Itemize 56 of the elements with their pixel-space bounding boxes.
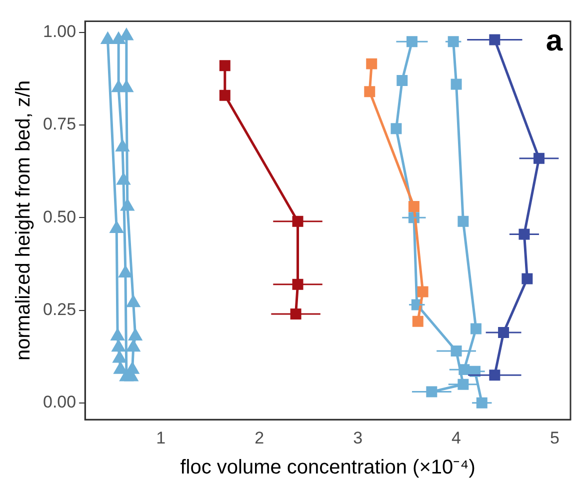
point [110,221,124,233]
point [112,80,126,92]
annotation: a [546,24,563,58]
point [458,216,469,227]
y-tick-label: 1.00 [42,22,76,42]
x-tick-label: 1 [156,428,166,448]
point [126,296,140,308]
point [450,78,462,90]
point [406,36,418,48]
point [219,90,230,101]
point [470,323,482,334]
point [408,201,420,212]
y-tick-label: 0.00 [42,392,76,412]
point [390,123,402,134]
point [120,28,133,40]
point [396,75,408,86]
point [364,86,376,98]
point [489,370,500,381]
point [458,378,469,390]
point [128,328,142,340]
point [126,340,140,352]
point [112,32,126,44]
point [219,60,230,72]
point [417,286,428,298]
point [450,346,462,357]
y-tick-label: 0.75 [42,114,76,134]
point [498,327,510,338]
point [116,140,129,152]
point [476,397,488,408]
point [518,228,530,240]
x-axis-title: floc volume concentration (×10⁻⁴) [180,456,476,479]
point [366,58,378,70]
y-axis-title: normalized height from bed, z/h [12,80,35,360]
point [112,340,126,352]
point [448,36,459,48]
x-tick-label: 5 [550,428,560,448]
x-tick-label: 2 [254,428,264,448]
y-tick-label: 0.50 [42,207,76,226]
point [119,266,132,278]
point [111,328,124,340]
point [120,199,134,211]
x-tick-label: 3 [353,428,363,448]
point [101,32,114,44]
point [489,34,500,46]
point [522,273,533,284]
point [534,152,544,164]
point [113,351,126,363]
x-tick-label: 4 [452,428,462,448]
point [292,278,304,290]
point [426,386,438,398]
point [290,308,302,320]
point [114,362,127,374]
point [117,173,130,185]
point [292,216,304,227]
y-tick-label: 0.25 [42,300,76,319]
point [412,316,424,327]
